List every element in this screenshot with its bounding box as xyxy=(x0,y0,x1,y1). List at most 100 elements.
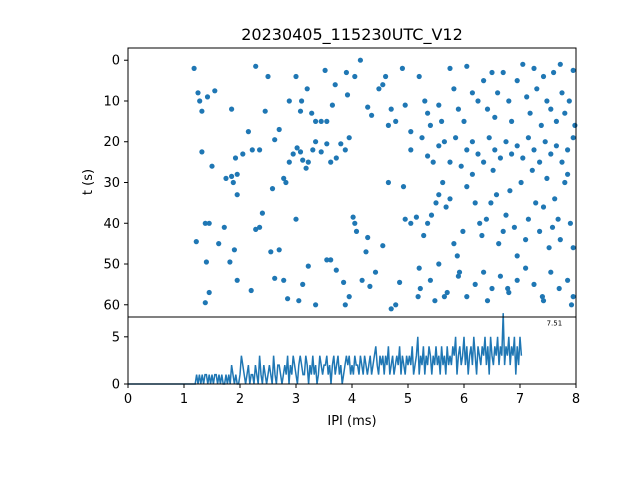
scatter-point xyxy=(455,106,461,112)
scatter-point xyxy=(548,106,554,112)
scatter-point xyxy=(538,122,544,128)
scatter-point xyxy=(451,241,457,247)
scatter-point xyxy=(568,302,575,308)
scatter-y-tick-label: 10 xyxy=(103,94,120,109)
scatter-point xyxy=(305,263,311,269)
scatter-point xyxy=(193,239,199,245)
scatter-point xyxy=(352,73,358,80)
scatter-point xyxy=(383,73,389,80)
scatter-point xyxy=(328,257,334,263)
scatter-point xyxy=(408,147,414,153)
scatter-point xyxy=(559,90,565,96)
scatter-point xyxy=(514,78,520,84)
scatter-point xyxy=(469,171,475,177)
scatter-point xyxy=(342,147,348,153)
scatter-point xyxy=(477,220,483,226)
ipi-x-tick-label: 1 xyxy=(180,392,188,407)
scatter-point xyxy=(253,63,259,69)
scatter-point xyxy=(556,285,562,292)
scatter-point xyxy=(539,294,546,300)
scatter-point xyxy=(559,159,565,165)
scatter-point xyxy=(290,151,296,157)
scatter-point xyxy=(475,98,481,104)
scatter-point xyxy=(417,285,423,292)
scatter-point xyxy=(204,94,211,100)
scatter-point xyxy=(551,69,557,76)
ipi-x-tick-label: 2 xyxy=(236,392,244,407)
scatter-point xyxy=(333,155,339,161)
scatter-point xyxy=(305,159,311,165)
scatter-point xyxy=(408,220,414,226)
peak-annotation: 7.51 xyxy=(547,320,563,328)
scatter-point xyxy=(353,228,360,234)
scatter-point xyxy=(566,98,572,104)
scatter-point xyxy=(565,277,571,283)
scatter-point xyxy=(421,232,427,239)
scatter-point xyxy=(514,253,520,259)
scatter-y-tick-label: 60 xyxy=(103,298,120,313)
scatter-point xyxy=(553,143,560,149)
scatter-point xyxy=(553,118,560,124)
scatter-point xyxy=(343,69,349,76)
scatter-point xyxy=(454,253,460,259)
scatter-point xyxy=(416,73,422,80)
scatter-point xyxy=(265,73,271,80)
scatter-point xyxy=(363,249,369,255)
scatter-point xyxy=(393,118,399,124)
scatter-point xyxy=(436,192,442,198)
scatter-point xyxy=(309,110,315,116)
scatter-point xyxy=(534,86,540,92)
scatter-point xyxy=(234,171,240,177)
scatter-point xyxy=(503,212,509,218)
scatter-point xyxy=(206,289,212,296)
scatter-point xyxy=(529,167,535,173)
scatter-point xyxy=(514,143,520,149)
scatter-point xyxy=(525,135,532,141)
scatter-point xyxy=(318,118,324,124)
scatter-point xyxy=(276,247,282,253)
scatter-point xyxy=(402,216,408,222)
scatter-point xyxy=(548,151,554,157)
scatter-point xyxy=(365,234,371,241)
scatter-point xyxy=(269,186,276,192)
scatter-point xyxy=(400,184,407,190)
scatter-point xyxy=(432,298,438,304)
scatter-y-axis-label: t (s) xyxy=(81,169,96,195)
scatter-point xyxy=(444,289,450,296)
scatter-point xyxy=(464,184,470,190)
scatter-point xyxy=(422,98,428,104)
scatter-point xyxy=(570,245,576,251)
scatter-point xyxy=(229,106,235,112)
scatter-point xyxy=(542,139,548,145)
scatter-point xyxy=(408,129,414,135)
scatter-point xyxy=(324,118,330,124)
scatter-point xyxy=(565,147,571,153)
scatter-point xyxy=(276,126,282,133)
scatter-point xyxy=(464,63,470,69)
scatter-point xyxy=(283,179,289,186)
scatter-point xyxy=(249,147,255,153)
scatter-point xyxy=(481,78,487,84)
scatter-point xyxy=(297,108,304,114)
scatter-point xyxy=(531,147,537,153)
scatter-point xyxy=(294,145,300,151)
scatter-point xyxy=(350,214,356,220)
scatter-point xyxy=(328,159,334,165)
scatter-point xyxy=(281,277,287,283)
ipi-y-tick-label: 0 xyxy=(112,378,120,393)
ipi-axes-frame xyxy=(127,316,577,385)
scatter-point xyxy=(324,141,330,147)
scatter-point xyxy=(285,296,291,302)
ipi-x-tick-label: 5 xyxy=(404,392,412,407)
scatter-plot: 0 10 20 30 40 50 60 t (s) xyxy=(81,47,578,318)
scatter-point xyxy=(202,300,208,306)
scatter-point xyxy=(299,98,305,104)
scatter-point xyxy=(310,147,316,153)
scatter-point xyxy=(297,149,304,155)
scatter-point xyxy=(428,212,435,218)
scatter-axes-frame xyxy=(127,47,577,318)
scatter-point xyxy=(352,220,358,226)
scatter-point xyxy=(388,106,394,112)
scatter-point xyxy=(483,216,489,222)
scatter-point xyxy=(505,285,511,292)
